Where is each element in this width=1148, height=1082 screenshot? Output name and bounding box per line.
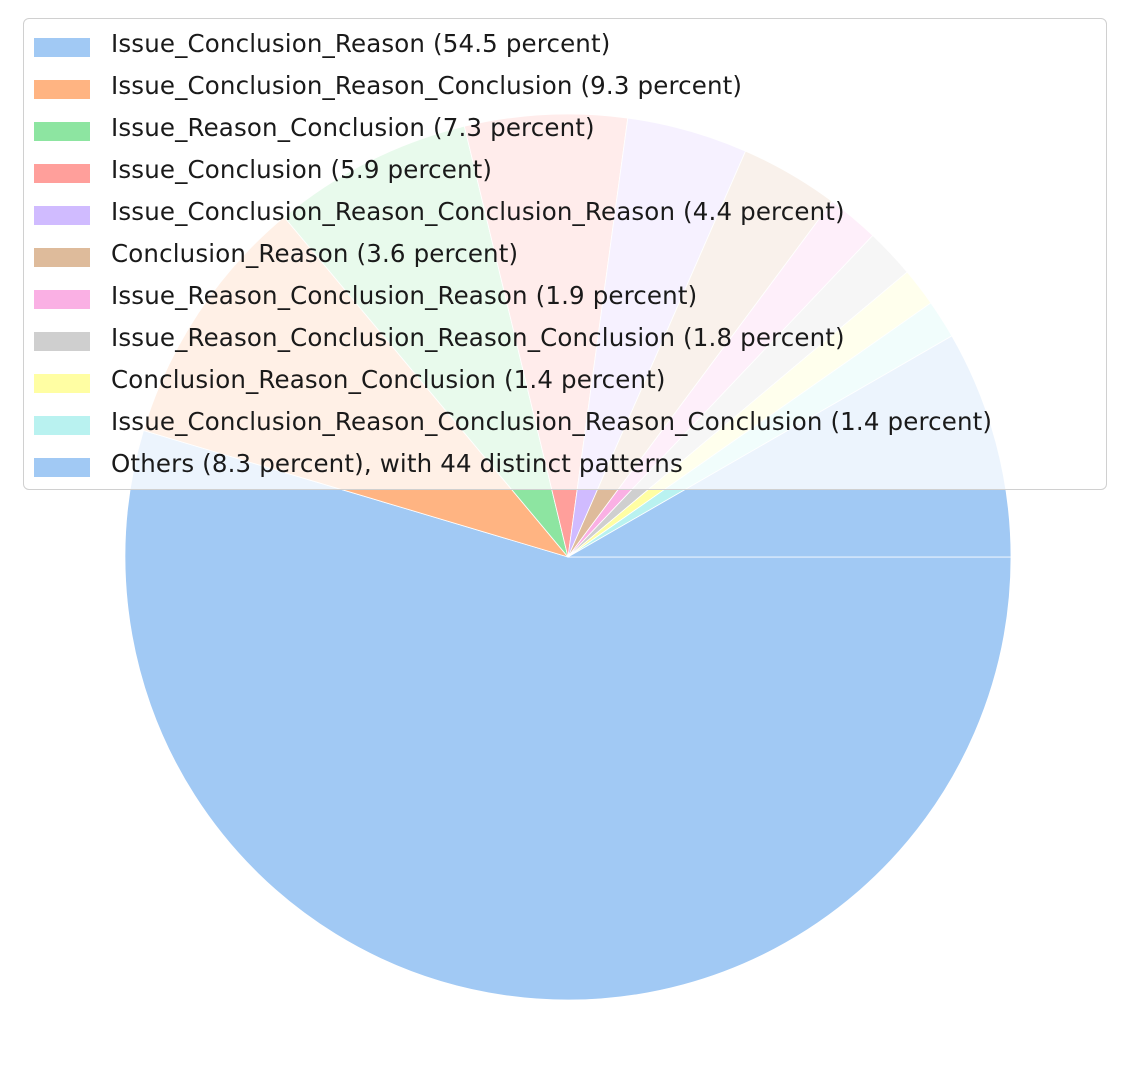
legend-label: Issue_Reason_Conclusion_Reason (1.9 perc… — [111, 281, 698, 310]
legend-swatch — [34, 416, 90, 435]
legend-item: Conclusion_Reason (3.6 percent) — [24, 233, 1106, 275]
legend-swatch — [34, 80, 90, 99]
legend-item: Issue_Conclusion_Reason_Conclusion_Reaso… — [24, 401, 1106, 443]
legend-swatch — [34, 290, 90, 309]
legend-item: Issue_Conclusion_Reason_Conclusion_Reaso… — [24, 191, 1106, 233]
legend-label: Issue_Conclusion_Reason_Conclusion_Reaso… — [111, 197, 845, 226]
legend-label: Issue_Conclusion_Reason_Conclusion_Reaso… — [111, 407, 993, 436]
legend-label: Issue_Conclusion_Reason_Conclusion (9.3 … — [111, 71, 743, 100]
legend-item: Conclusion_Reason_Conclusion (1.4 percen… — [24, 359, 1106, 401]
legend-swatch — [34, 332, 90, 351]
legend-swatch — [34, 374, 90, 393]
legend-swatch — [34, 38, 90, 57]
legend-swatch — [34, 458, 90, 477]
legend-label: Issue_Reason_Conclusion_Reason_Conclusio… — [111, 323, 845, 352]
pie-slice-0 — [124, 429, 1012, 1001]
legend-item: Issue_Reason_Conclusion (7.3 percent) — [24, 107, 1106, 149]
legend: Issue_Conclusion_Reason (54.5 percent) Is… — [23, 18, 1107, 490]
legend-label: Issue_Conclusion (5.9 percent) — [111, 155, 493, 184]
legend-label: Conclusion_Reason (3.6 percent) — [111, 239, 519, 268]
legend-label: Others (8.3 percent), with 44 distinct p… — [111, 449, 683, 478]
legend-swatch — [34, 206, 90, 225]
legend-item: Issue_Reason_Conclusion_Reason (1.9 perc… — [24, 275, 1106, 317]
legend-swatch — [34, 164, 90, 183]
legend-label: Issue_Reason_Conclusion (7.3 percent) — [111, 113, 595, 142]
legend-item: Issue_Conclusion_Reason (54.5 percent) — [24, 23, 1106, 65]
legend-item: Others (8.3 percent), with 44 distinct p… — [24, 443, 1106, 485]
legend-label: Issue_Conclusion_Reason (54.5 percent) — [111, 29, 611, 58]
legend-item: Issue_Conclusion (5.9 percent) — [24, 149, 1106, 191]
legend-label: Conclusion_Reason_Conclusion (1.4 percen… — [111, 365, 666, 394]
legend-swatch — [34, 248, 90, 267]
legend-item: Issue_Reason_Conclusion_Reason_Conclusio… — [24, 317, 1106, 359]
legend-swatch — [34, 122, 90, 141]
legend-item: Issue_Conclusion_Reason_Conclusion (9.3 … — [24, 65, 1106, 107]
